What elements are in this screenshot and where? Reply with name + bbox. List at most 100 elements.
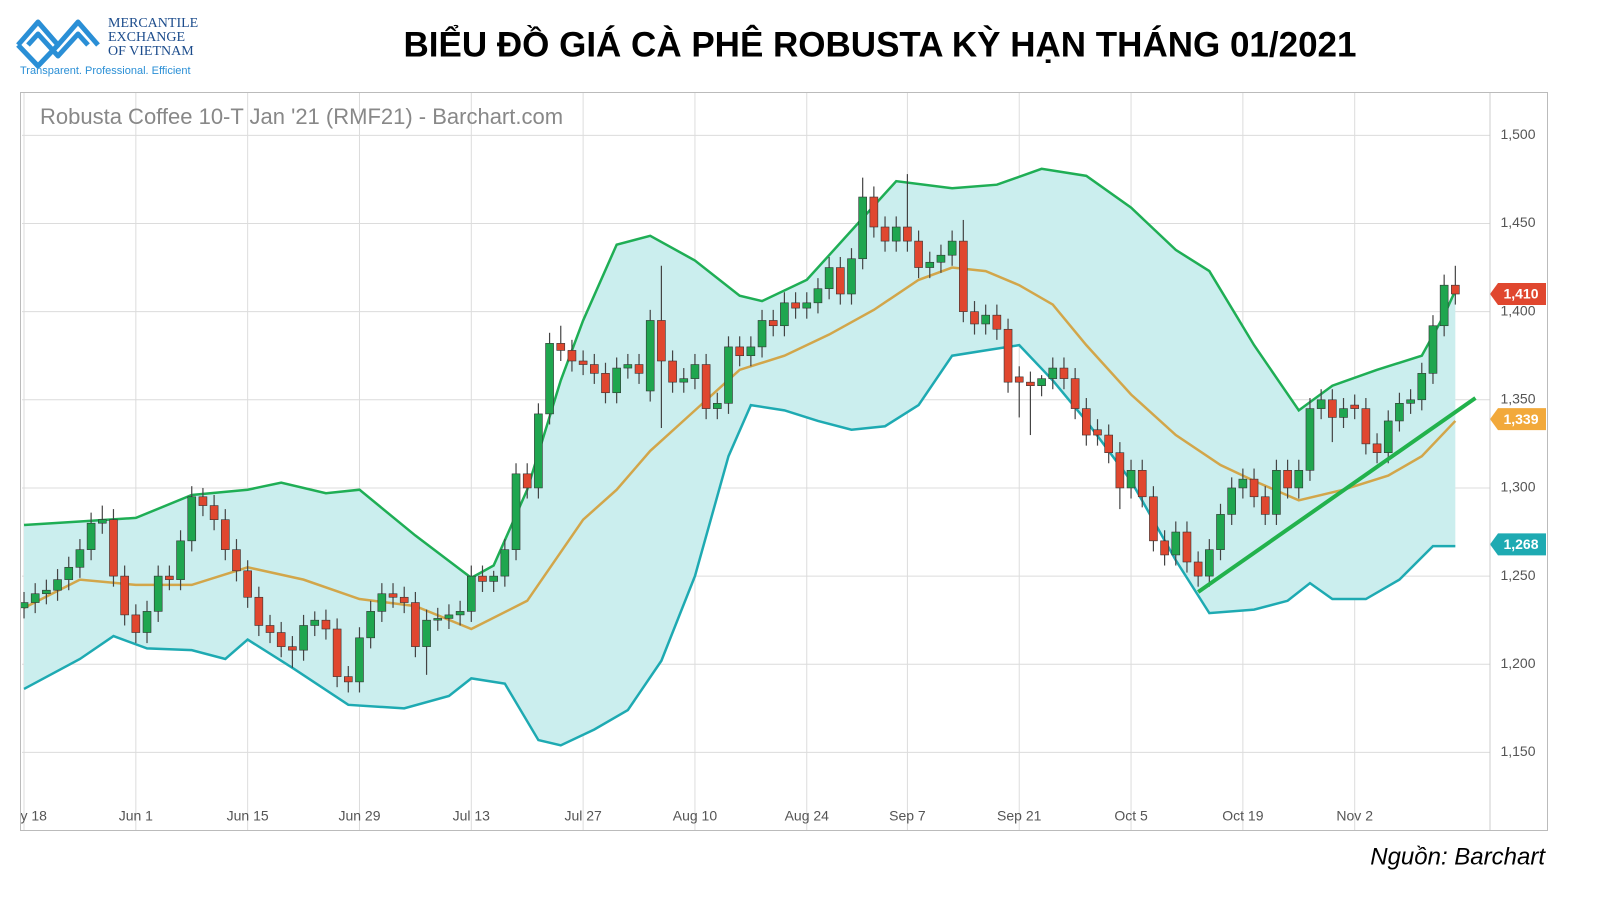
y-tick-label: 1,500 bbox=[1500, 126, 1535, 142]
candle-body bbox=[42, 589, 51, 595]
candle-body bbox=[791, 302, 800, 309]
candle-body bbox=[746, 346, 756, 357]
candle-body bbox=[936, 254, 946, 263]
candle-body bbox=[1328, 399, 1337, 418]
trend-line bbox=[1196, 396, 1477, 594]
candle-body bbox=[1104, 434, 1113, 453]
x-tick-label: Sep 7 bbox=[889, 808, 926, 824]
x-tick-label: Jun 15 bbox=[227, 808, 269, 824]
candle-body bbox=[1205, 549, 1214, 577]
x-tick-label: Aug 10 bbox=[673, 808, 718, 824]
x-tick-label: Aug 24 bbox=[785, 808, 830, 824]
candle-body bbox=[1160, 540, 1169, 556]
candle-body bbox=[232, 549, 241, 572]
x-tick-label: May 18 bbox=[1, 808, 47, 824]
candle-body bbox=[947, 240, 957, 256]
candle-body bbox=[1182, 531, 1192, 563]
candle-body bbox=[836, 267, 845, 295]
logo: MERCANTILE EXCHANGE OF VIETNAM Transpare… bbox=[16, 16, 198, 77]
candle-body bbox=[1216, 514, 1225, 550]
candle-body bbox=[869, 196, 879, 228]
candle-body bbox=[355, 637, 364, 683]
candle-body bbox=[21, 602, 29, 609]
y-tick-label: 1,200 bbox=[1500, 655, 1535, 671]
x-tick-label: Jul 27 bbox=[564, 808, 602, 824]
candle-body bbox=[1227, 487, 1236, 515]
candle-body bbox=[1316, 399, 1326, 409]
logo-tagline: Transparent. Professional. Efficient bbox=[20, 65, 191, 77]
candle-body bbox=[478, 575, 487, 582]
candle-body bbox=[97, 519, 107, 524]
candle-body bbox=[1070, 378, 1080, 409]
candle-body bbox=[634, 364, 644, 374]
candle-body bbox=[243, 570, 252, 598]
logo-line: OF VIETNAM bbox=[108, 44, 194, 59]
candle-body bbox=[411, 602, 420, 647]
candle-body bbox=[467, 575, 476, 612]
candle-body bbox=[1294, 470, 1304, 489]
x-tick-label: Sep 21 bbox=[997, 808, 1042, 824]
candle-body bbox=[1238, 478, 1248, 489]
candle-body bbox=[1249, 478, 1259, 498]
candle-body bbox=[1137, 470, 1147, 498]
candle-body bbox=[288, 646, 297, 651]
candle-body bbox=[545, 343, 554, 415]
candle-body bbox=[75, 549, 85, 568]
candle-body bbox=[444, 614, 454, 619]
candle-body bbox=[399, 596, 409, 603]
candle-body bbox=[668, 360, 677, 383]
logo-line: EXCHANGE bbox=[108, 30, 185, 45]
candle-body bbox=[780, 302, 789, 327]
candle-body bbox=[1383, 420, 1393, 453]
candle-body bbox=[30, 593, 40, 603]
candle-body bbox=[1260, 496, 1270, 515]
candle-body bbox=[131, 614, 141, 633]
source: Nguồn: Barchart bbox=[1370, 843, 1546, 870]
candle-body bbox=[1037, 378, 1046, 386]
candle-body bbox=[891, 226, 901, 242]
candle-body bbox=[511, 473, 521, 550]
y-tick-label: 1,150 bbox=[1500, 743, 1535, 759]
candle-body bbox=[366, 611, 375, 639]
candle-body bbox=[332, 628, 342, 677]
candle-body bbox=[556, 343, 566, 351]
candle-body bbox=[914, 240, 923, 268]
candle-body bbox=[321, 619, 331, 630]
candle-body bbox=[198, 496, 208, 506]
candle-body bbox=[220, 519, 230, 550]
candle-body bbox=[1272, 470, 1281, 515]
candle-body bbox=[176, 540, 185, 580]
candle-body bbox=[959, 240, 968, 312]
candle-body bbox=[1417, 373, 1427, 401]
candle-body bbox=[567, 350, 577, 362]
candle-body bbox=[1395, 403, 1404, 422]
candle-body bbox=[612, 367, 621, 394]
candle-body bbox=[1372, 443, 1382, 453]
candle-body bbox=[64, 566, 74, 580]
candle-body bbox=[1406, 399, 1415, 404]
candle-body bbox=[1082, 408, 1091, 436]
candle-body bbox=[1059, 367, 1069, 379]
candle-body bbox=[522, 473, 532, 489]
candle-body bbox=[813, 288, 823, 304]
x-tick-label: Oct 19 bbox=[1222, 808, 1263, 824]
candle-body bbox=[1048, 367, 1058, 379]
candle-body bbox=[1014, 376, 1024, 383]
candle-body bbox=[1171, 531, 1181, 556]
candle-body bbox=[1283, 470, 1292, 489]
x-tick-label: Nov 2 bbox=[1336, 808, 1373, 824]
candle-body bbox=[1093, 429, 1102, 436]
candle-body bbox=[735, 346, 744, 357]
y-tick-label: 1,450 bbox=[1500, 214, 1535, 230]
candle-body bbox=[187, 496, 197, 542]
candle-body bbox=[1003, 328, 1013, 383]
price-tag bbox=[1490, 533, 1546, 556]
candle-body bbox=[1439, 284, 1449, 327]
candle-body bbox=[165, 575, 174, 580]
candle-body bbox=[847, 258, 856, 295]
candle-body bbox=[455, 611, 465, 616]
candle-body bbox=[276, 632, 286, 647]
x-tick-label: Jun 1 bbox=[119, 808, 153, 824]
y-axis: 1,150 1,200 1,250 1,300 1,350 1,400 1,450 1,500… bbox=[1490, 126, 1546, 759]
candle-body bbox=[701, 364, 711, 409]
